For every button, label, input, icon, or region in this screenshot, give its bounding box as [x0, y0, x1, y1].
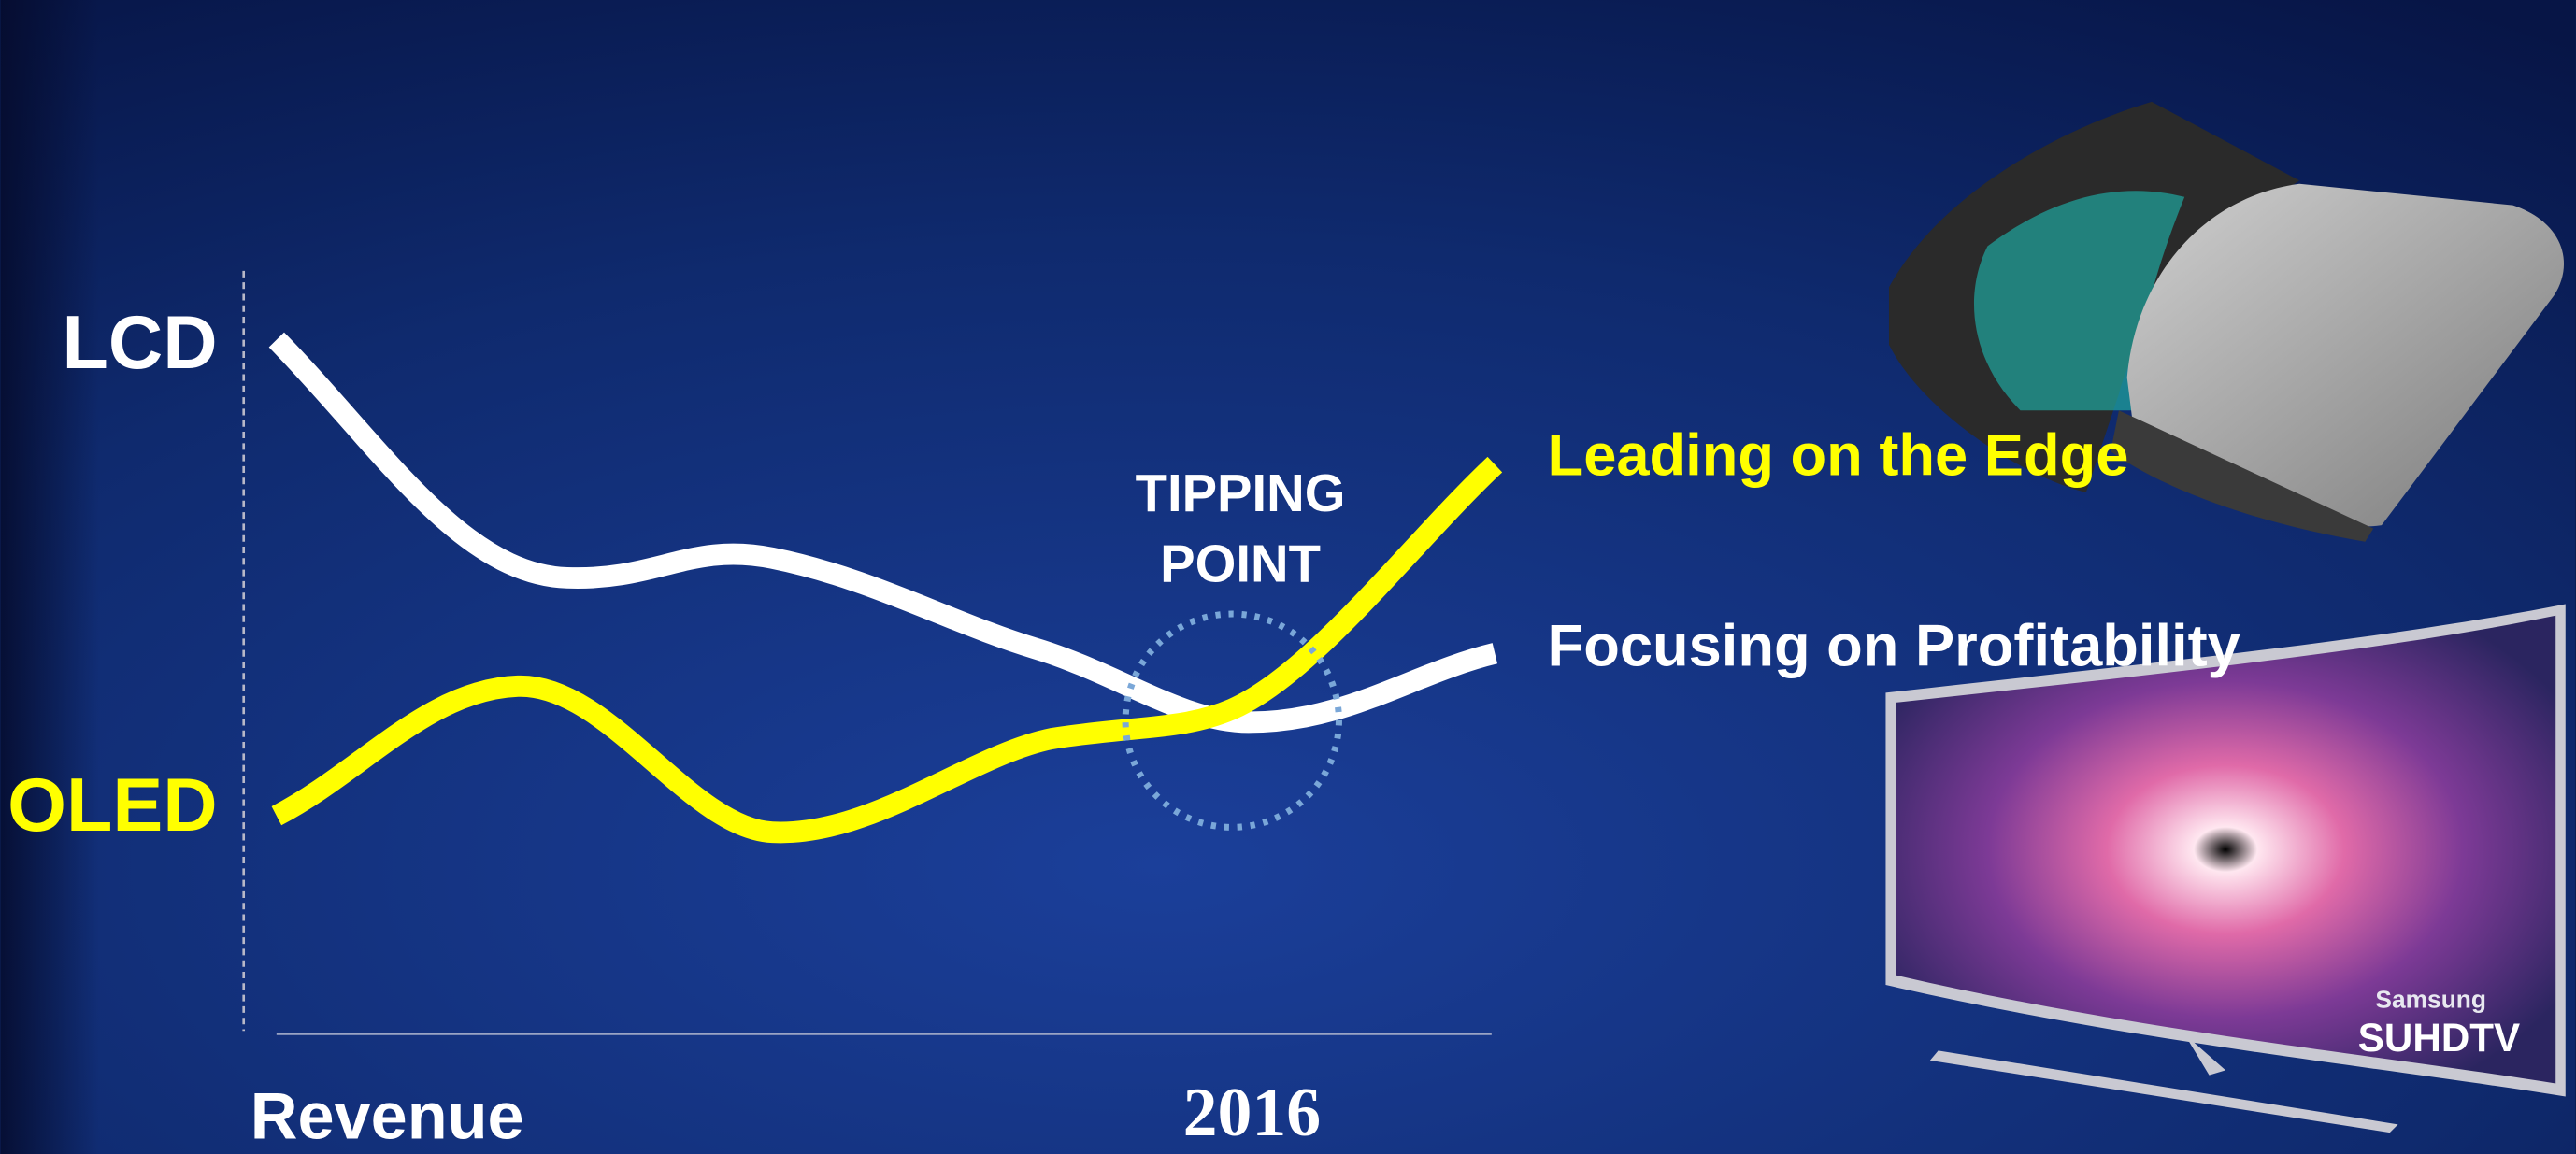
lcd-label: LCD	[63, 301, 218, 385]
year-marker: 2016	[1183, 1074, 1322, 1150]
oled-outcome: Leading on the Edge	[1548, 423, 2129, 489]
tv-brand: Samsung	[2375, 986, 2486, 1014]
x-axis-label: Revenue	[250, 1078, 524, 1152]
oled-label: OLED	[7, 763, 217, 848]
tv-model: SUHDTV	[2358, 1016, 2520, 1060]
lcd-outcome: Focusing on Profitability	[1548, 613, 2240, 678]
annotation-line: TIPPING	[1136, 463, 1346, 522]
page: {"labels": {"lcd": "LCD", "oled": "OLED"…	[0, 0, 2576, 1154]
annotation-line: POINT	[1160, 534, 1321, 593]
slide: LCD OLED Revenue 2016 TIPPING POINT Lead…	[0, 0, 2576, 1154]
background-shade	[1, 0, 99, 1154]
